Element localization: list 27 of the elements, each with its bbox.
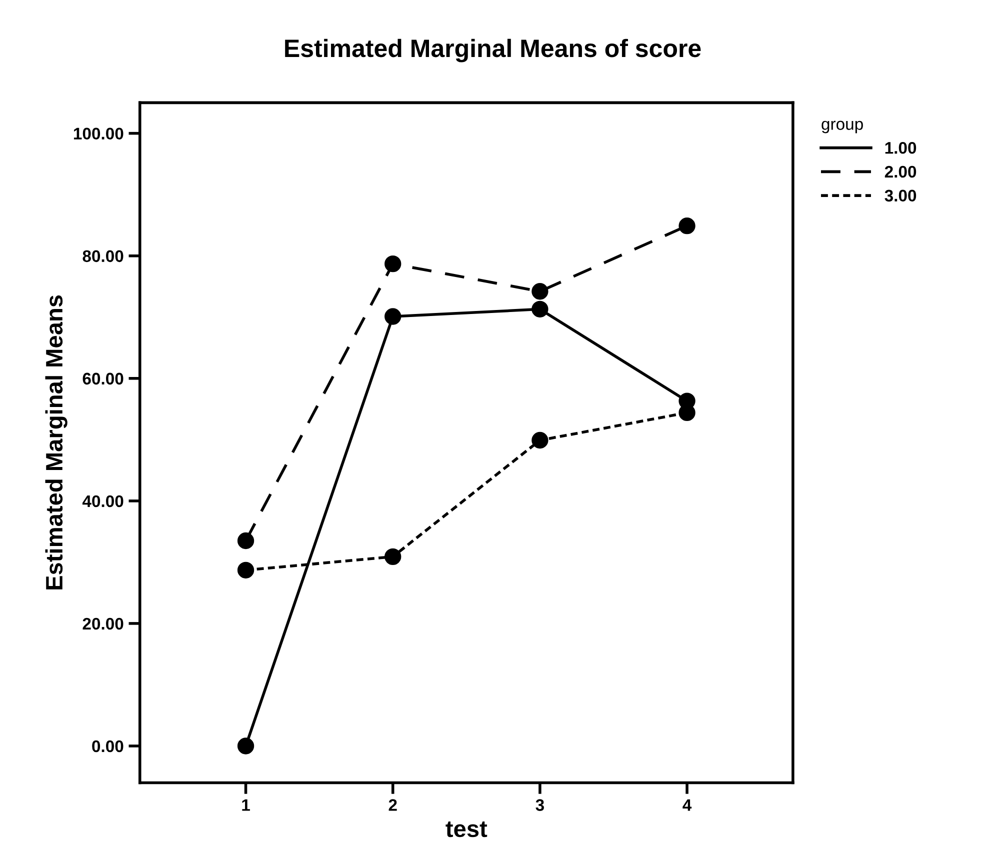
point xyxy=(678,218,696,234)
y-tick-label: 40.00 xyxy=(82,495,124,508)
y-tick-label: 60.00 xyxy=(82,372,124,385)
point xyxy=(532,283,548,300)
y-axis-title: Estimated Marginal Means xyxy=(45,295,68,590)
point xyxy=(237,738,254,754)
legend-label: 1.00 xyxy=(885,142,916,154)
point xyxy=(237,532,254,550)
y-tick-label: 80.00 xyxy=(82,250,124,262)
y-tick-label: 100.00 xyxy=(74,128,124,140)
legend-title: group xyxy=(822,120,863,134)
legend-label: 2.00 xyxy=(884,166,916,178)
y-tick-label: 20.00 xyxy=(82,618,124,630)
point xyxy=(384,255,402,272)
x-tick-label: 4 xyxy=(682,799,692,811)
x-tick-label: 2 xyxy=(388,799,397,811)
point xyxy=(237,562,254,578)
point xyxy=(384,548,402,566)
legend-label: 3.00 xyxy=(884,190,916,202)
point xyxy=(532,432,548,449)
x-tick-label: 3 xyxy=(536,799,544,811)
point xyxy=(532,300,548,318)
point xyxy=(384,308,402,325)
y-tick-label: 0.00 xyxy=(92,740,124,752)
x-axis-title: test xyxy=(446,822,488,838)
x-tick-label: 1 xyxy=(242,799,250,811)
chart-title: Estimated Marginal Means of score xyxy=(285,38,701,62)
